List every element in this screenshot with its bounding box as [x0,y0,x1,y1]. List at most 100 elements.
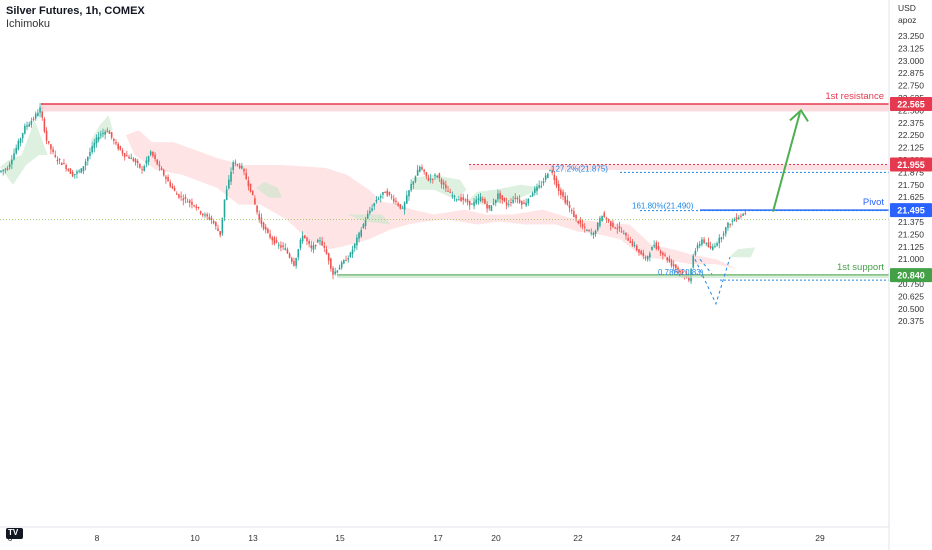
candle-body [492,203,495,205]
cloud-bull-region [468,184,543,205]
candle-body [655,242,658,249]
candle-body [731,220,734,222]
candle-body [219,231,221,236]
candle-body [149,151,152,155]
candle-body [247,180,250,187]
candle-body [143,166,146,171]
candle-body [403,202,406,210]
candle-body [119,146,122,150]
candle-body [15,147,17,154]
candle-body [534,188,536,193]
support-zone [337,275,889,279]
candle-body [102,132,104,134]
candle-body [696,245,699,249]
y-tick-label: 20.750 [898,279,924,289]
candle-body [423,169,425,172]
candle-body [11,159,13,165]
candle-body [121,150,124,154]
candle-body [497,193,499,200]
candle-body [67,169,70,171]
candle-body [573,211,575,218]
candle-body [724,227,727,234]
candle-body [521,201,523,205]
candle-body [366,213,369,219]
candle-body [538,185,540,188]
candle-body [384,191,386,194]
candle-body [369,210,371,214]
candle-body [136,160,139,164]
candle-body [184,197,187,199]
cloud-bull-region [0,120,48,185]
x-tick-label: 27 [730,533,740,543]
candle-body [477,198,480,200]
y-tick-label: 22.750 [898,81,924,91]
candle-body [152,151,154,156]
candle-body [241,166,243,169]
candle-body [568,204,571,208]
candle-body [740,215,742,217]
candle-body [603,212,606,217]
candle-body [76,171,78,174]
candle-body [89,152,91,156]
candle-body [614,227,616,229]
candle-body [308,240,310,245]
candle-body [651,246,653,251]
candle-body [373,203,376,207]
target-arrow-shaft [772,112,801,212]
x-tick-label: 24 [671,533,681,543]
candle-body [197,207,200,209]
candle-body [258,213,261,220]
candle-body [243,168,245,172]
level-label-pivot: Pivot [863,197,884,208]
candle-body [256,205,258,213]
candle-body [351,249,354,255]
candle-body [8,164,11,168]
candle-body [540,185,543,187]
candle-body [579,220,582,224]
candle-body [353,243,356,249]
price-badge-label: 21.495 [897,206,925,216]
tradingview-logo: TV [6,528,23,539]
candle-body [206,214,208,217]
candle-body [60,162,63,166]
candle-body [414,176,417,182]
candle-body [100,134,102,136]
candle-body [71,171,74,177]
candle-body [607,219,610,222]
candle-body [332,268,334,275]
candle-body [271,237,274,241]
candle-body [733,219,736,222]
candle-body [301,235,304,242]
candle-body [562,191,564,197]
candle-body [349,252,352,257]
candle-body [110,132,113,138]
candle-body [649,253,651,258]
candle-body [299,240,302,248]
indicator-label[interactable]: Ichimoku [6,18,51,30]
candle-body [447,190,449,192]
candle-body [208,217,211,220]
candle-body [327,253,330,261]
candle-body [188,200,191,203]
candle-body [458,199,460,201]
candle-body [288,253,291,258]
candle-body [223,199,226,218]
candle-body [631,241,634,246]
candle-body [334,271,336,274]
candle-body [290,258,293,262]
candle-body [282,245,284,248]
x-tick-label: 17 [433,533,443,543]
candle-body [510,201,512,203]
y-tick-label: 20.375 [898,316,924,326]
candle-body [462,197,465,201]
price-badge-label: 20.840 [897,271,925,281]
candle-body [260,217,263,225]
candle-body [718,237,721,244]
candle-body [553,174,556,181]
candle-body [662,252,664,256]
candle-body [471,203,473,205]
y-tick-label: 22.375 [898,118,924,128]
candle-body [169,181,172,187]
candle-body [670,260,673,266]
